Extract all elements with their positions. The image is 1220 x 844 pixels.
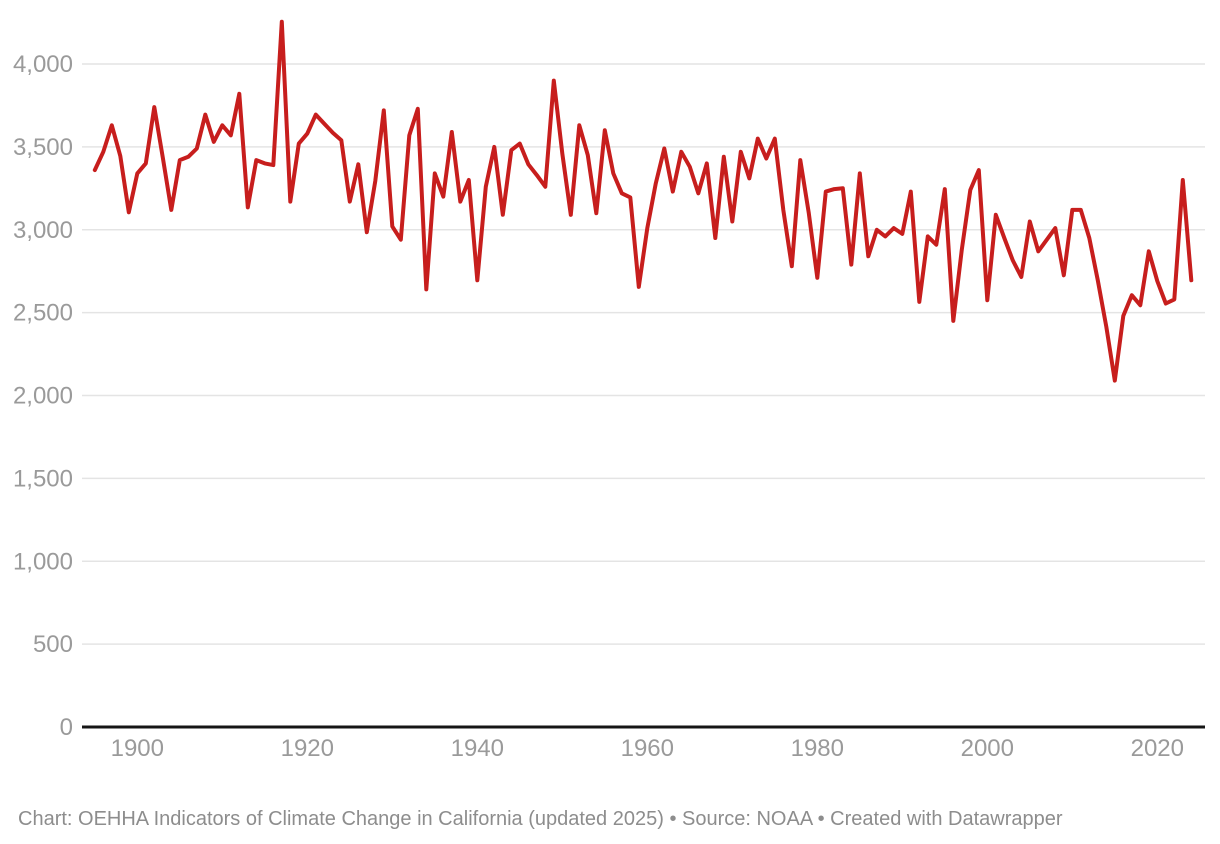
y-tick-label: 4,000 bbox=[13, 51, 73, 78]
data-line bbox=[92, 19, 1194, 383]
x-tick-label: 2000 bbox=[961, 735, 1014, 762]
chart-caption: Chart: OEHHA Indicators of Climate Chang… bbox=[18, 808, 1063, 830]
x-tick-label: 1960 bbox=[621, 735, 674, 762]
y-tick-label: 0 bbox=[60, 714, 73, 741]
y-tick-label: 500 bbox=[33, 631, 73, 658]
x-tick-label: 2020 bbox=[1131, 735, 1184, 762]
x-tick-label: 1900 bbox=[111, 735, 164, 762]
y-tick-label: 3,000 bbox=[13, 217, 73, 244]
x-tick-label: 1920 bbox=[281, 735, 334, 762]
y-tick-label: 1,000 bbox=[13, 548, 73, 575]
x-tick-label: 1980 bbox=[791, 735, 844, 762]
x-tick-label: 1940 bbox=[451, 735, 504, 762]
y-tick-label: 1,500 bbox=[13, 465, 73, 492]
y-tick-label: 3,500 bbox=[13, 134, 73, 161]
y-tick-label: 2,000 bbox=[13, 383, 73, 410]
y-tick-label: 2,500 bbox=[13, 300, 73, 327]
